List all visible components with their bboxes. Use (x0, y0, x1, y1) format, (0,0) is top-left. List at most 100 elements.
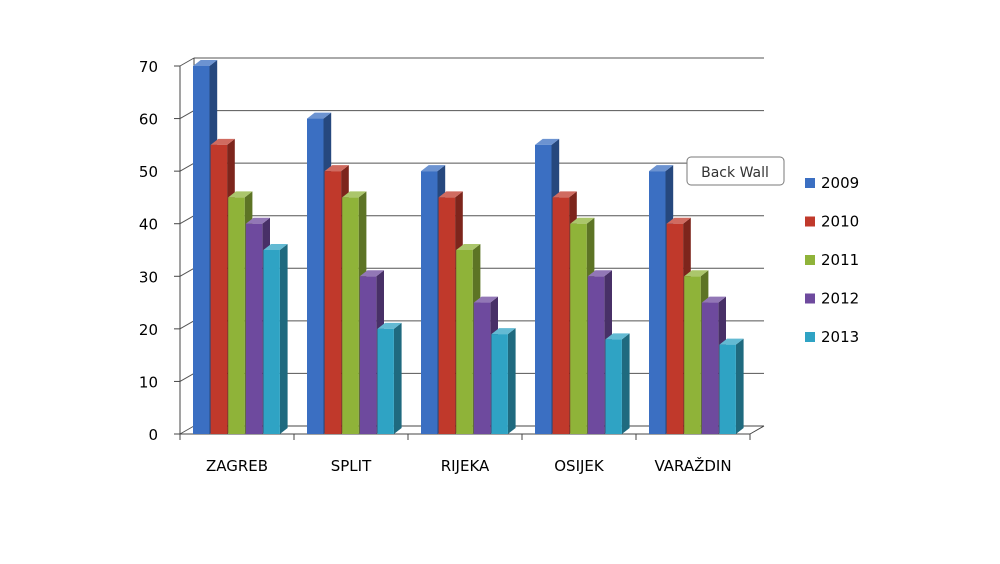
legend-item: 2009 (805, 174, 859, 192)
bar-front (535, 144, 552, 434)
bar-front (342, 197, 359, 434)
bars (193, 60, 744, 435)
bar-front (377, 328, 394, 434)
tooltip: Back Wall (686, 156, 785, 186)
bar-top (456, 244, 481, 250)
tooltip-text: Back Wall (701, 165, 769, 181)
floor-right-edge (749, 425, 765, 435)
side-wall-line (179, 57, 195, 67)
x-category-label: RIJEKA (441, 457, 490, 475)
legend: 2009 2010 2011 2012 2013 (805, 174, 859, 346)
bar-front (324, 171, 342, 434)
bar-side (621, 333, 630, 434)
side-wall-line (179, 372, 195, 382)
bar-top (228, 191, 253, 198)
bar-top (377, 322, 402, 329)
side-wall-line (179, 425, 195, 435)
bar-front (228, 197, 245, 434)
bar-front (359, 276, 377, 434)
bar-top (684, 270, 709, 277)
side-wall-line (179, 215, 195, 225)
legend-item: 2012 (805, 290, 859, 308)
y-tick-label: 40 (139, 216, 158, 234)
bar-top (324, 165, 349, 172)
bar-top (245, 217, 270, 224)
x-category-label: SPLIT (331, 457, 372, 475)
y-tick-label: 20 (139, 321, 158, 339)
bar-side (735, 338, 744, 434)
bar-top (719, 338, 744, 345)
bar-front (570, 223, 587, 434)
bar-top (342, 191, 367, 198)
bar-front (245, 223, 263, 434)
legend-label: 2010 (821, 213, 859, 231)
bar-top (587, 270, 612, 277)
bar-front (552, 197, 570, 434)
bar-front (649, 171, 666, 434)
bar-top (605, 333, 630, 340)
bar (605, 333, 630, 434)
y-tick-label: 10 (139, 373, 158, 391)
side-wall-line (179, 110, 195, 120)
legend-swatch (805, 332, 815, 342)
bar-top (193, 60, 218, 66)
bar-top (570, 217, 595, 224)
bar-top (491, 328, 516, 335)
tooltip-box (686, 156, 785, 186)
bar-side (279, 244, 288, 434)
x-category-label: ZAGREB (206, 457, 268, 475)
legend-label: 2009 (821, 174, 859, 192)
bar-front (491, 334, 508, 434)
y-tick-label: 0 (148, 426, 158, 444)
bar-front (438, 197, 456, 434)
bar (719, 338, 744, 434)
bar-top (649, 165, 674, 172)
bar-top (666, 217, 691, 224)
bar-top (473, 296, 498, 303)
bar-top (359, 270, 384, 277)
bar-front (210, 144, 228, 434)
bar-front (473, 302, 491, 434)
side-wall-line (179, 320, 195, 330)
bar (263, 244, 288, 434)
bar-top (307, 112, 332, 119)
y-tick-label: 70 (139, 58, 158, 76)
legend-swatch (805, 293, 815, 304)
legend-label: 2013 (821, 328, 859, 346)
bar-front (263, 250, 280, 434)
bar-front (719, 344, 736, 434)
y-tick-label: 50 (139, 163, 158, 181)
y-axis-ticks: 0 10 20 30 40 50 60 70 (139, 58, 180, 444)
bar-front (587, 276, 605, 434)
bar-front (666, 223, 684, 434)
bar-top (438, 191, 463, 198)
bar-side (507, 328, 516, 434)
x-axis-categories: ZAGREB SPLIT RIJEKA OSIJEK VARAŽDIN (179, 434, 751, 475)
legend-swatch (805, 216, 815, 227)
x-category-label: OSIJEK (554, 457, 605, 475)
bar-front (193, 66, 210, 434)
bar-front (684, 276, 701, 434)
legend-item: 2013 (805, 328, 859, 346)
legend-label: 2011 (821, 251, 859, 269)
side-wall-line (179, 267, 195, 277)
bar-top (701, 296, 726, 303)
bar-top (421, 165, 446, 172)
bar-front (421, 171, 438, 434)
bar-front (307, 118, 324, 435)
y-tick-label: 30 (139, 268, 158, 286)
legend-swatch (805, 255, 815, 265)
x-category-label: VARAŽDIN (654, 456, 731, 475)
bar-top (535, 138, 560, 145)
legend-item: 2010 (805, 213, 859, 231)
legend-label: 2012 (821, 290, 859, 308)
bar (377, 322, 402, 434)
side-wall-line (179, 162, 195, 172)
legend-item: 2011 (805, 251, 859, 269)
legend-swatch (805, 178, 815, 188)
bar-top (210, 138, 235, 145)
bar-front (605, 339, 622, 434)
bar-front (701, 302, 719, 434)
bar-top (552, 191, 577, 198)
